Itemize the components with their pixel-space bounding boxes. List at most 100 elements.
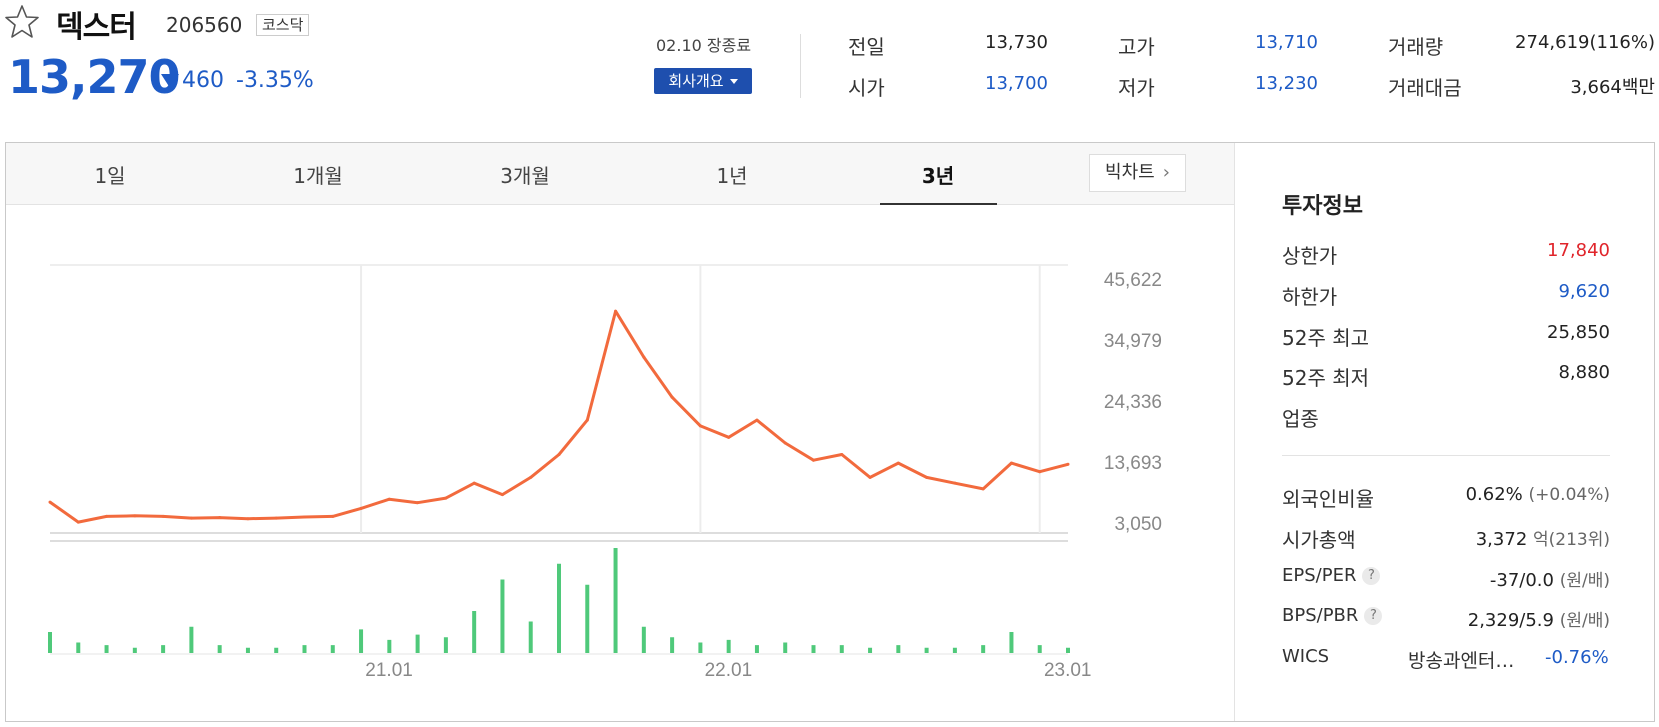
volume-bar — [245, 647, 250, 653]
tab-1-month[interactable]: 1개월 — [293, 164, 343, 188]
volume-value: 274,619(116%) — [1515, 32, 1655, 53]
price-point — [189, 516, 193, 520]
company-overview-button[interactable]: 회사개요 — [654, 68, 752, 94]
volume-bar — [528, 621, 533, 653]
volume-bar — [585, 584, 590, 653]
price-point — [274, 516, 278, 520]
eps-per-value: -37/0.0 (원/배) — [1410, 566, 1610, 591]
price-point — [444, 496, 448, 500]
eps-per-label: EPS/PER? — [1282, 565, 1381, 586]
market-cap-number: 3,372 — [1475, 529, 1528, 550]
price-point — [585, 418, 589, 422]
active-tab-indicator — [880, 203, 997, 205]
stock-chart: 45,622 34,979 24,336 13,693 3,050 21.01 22.01 2… — [48, 264, 1162, 681]
tab-1-year[interactable]: 1년 — [716, 164, 748, 188]
x-tick-label: 21.01 — [365, 660, 413, 681]
y-tick-label: 24,336 — [1104, 392, 1162, 413]
price-point — [812, 458, 815, 462]
price-point — [472, 481, 476, 485]
price-point — [1009, 461, 1013, 465]
open-value: 13,700 — [985, 73, 1048, 94]
divider — [1282, 455, 1610, 456]
price-change: 460 — [182, 68, 224, 93]
price-point — [755, 418, 759, 422]
volume-bar — [952, 647, 957, 653]
volume-bar — [698, 642, 703, 653]
bps-pbr-label: BPS/PBR? — [1282, 605, 1383, 626]
open-label: 시가 — [848, 76, 885, 100]
price-point — [359, 506, 363, 510]
trade-value: 3,664백만 — [1480, 73, 1655, 99]
volume-bar — [359, 629, 364, 653]
price-point — [698, 424, 702, 428]
price-point — [614, 309, 618, 313]
volume-bar — [896, 645, 901, 653]
investment-info-title: 투자정보 — [1282, 194, 1363, 219]
wics-sector-link[interactable]: 방송과엔터… — [1408, 650, 1515, 672]
price-point — [727, 435, 731, 439]
prev-close-label: 전일 — [848, 35, 885, 59]
high-label: 고가 — [1118, 35, 1155, 59]
lower-limit-label: 하한가 — [1282, 285, 1338, 309]
prev-close-value: 13,730 — [985, 32, 1048, 53]
volume-bar — [189, 626, 194, 653]
tab-1-day[interactable]: 1일 — [94, 164, 126, 188]
y-tick-label: 45,622 — [1104, 270, 1162, 291]
stock-name: 덱스터 — [56, 10, 137, 45]
eps-per-unit: (원/배) — [1559, 571, 1610, 591]
help-icon[interactable]: ? — [1362, 567, 1381, 585]
price-point — [161, 514, 165, 518]
help-icon[interactable]: ? — [1364, 607, 1383, 625]
wics-change: -0.76% — [1545, 647, 1609, 668]
big-chart-label: 빅차트 — [1105, 162, 1155, 183]
eps-per-label-text: EPS/PER — [1282, 565, 1357, 586]
company-overview-label: 회사개요 — [668, 72, 724, 90]
favorite-star-icon[interactable] — [4, 4, 40, 40]
volume-bar — [387, 639, 392, 653]
wics-label: WICS — [1282, 646, 1330, 667]
big-chart-button[interactable]: 빅차트 › — [1089, 154, 1186, 192]
y-tick-label: 13,693 — [1104, 453, 1162, 474]
price-point — [840, 453, 844, 457]
price-point — [105, 514, 109, 518]
divider — [800, 34, 801, 98]
price-point — [925, 475, 929, 479]
volume-bar — [557, 563, 561, 653]
chevron-right-icon: › — [1162, 162, 1170, 183]
market-badge: 코스닥 — [256, 14, 310, 36]
change-rate: -3.35% — [236, 68, 314, 93]
bps-pbr-value: 2,329/5.9 (원/배) — [1410, 606, 1610, 631]
volume-bar — [161, 645, 166, 653]
tab-3-year[interactable]: 3년 — [921, 164, 955, 188]
price-point — [868, 475, 872, 479]
low-value: 13,230 — [1255, 73, 1318, 94]
volume-bar — [302, 645, 307, 653]
price-point — [557, 453, 561, 457]
volume-bar — [132, 647, 137, 653]
tab-3-month[interactable]: 3개월 — [500, 164, 550, 188]
market-status: 02.10 장종료 — [656, 36, 752, 55]
price-point — [331, 514, 335, 518]
high-52w-label: 52주 최고 — [1282, 326, 1370, 350]
trade-value-number: 3,664 — [1570, 77, 1622, 98]
volume-bar — [500, 579, 505, 653]
price-point — [303, 515, 306, 519]
volume-bar — [783, 642, 788, 653]
lower-limit-value: 9,620 — [1558, 281, 1610, 302]
sector-label: 업종 — [1282, 407, 1319, 431]
volume-bar — [613, 548, 618, 653]
trade-value-label: 거래대금 — [1388, 76, 1462, 100]
stock-code: 206560 — [166, 13, 243, 37]
volume-bar — [472, 611, 477, 653]
volume-bar — [1009, 632, 1014, 653]
x-tick-label: 23.01 — [1044, 660, 1092, 681]
volume-label: 거래량 — [1388, 35, 1444, 59]
volume-bar — [330, 645, 335, 653]
y-tick-label: 34,979 — [1104, 331, 1162, 352]
volume-bar — [274, 647, 279, 653]
high-52w-value: 25,850 — [1547, 322, 1610, 343]
panel-divider — [1234, 143, 1235, 721]
price-point — [529, 475, 533, 479]
volume-bar — [415, 634, 420, 653]
volume-bar — [726, 639, 731, 653]
